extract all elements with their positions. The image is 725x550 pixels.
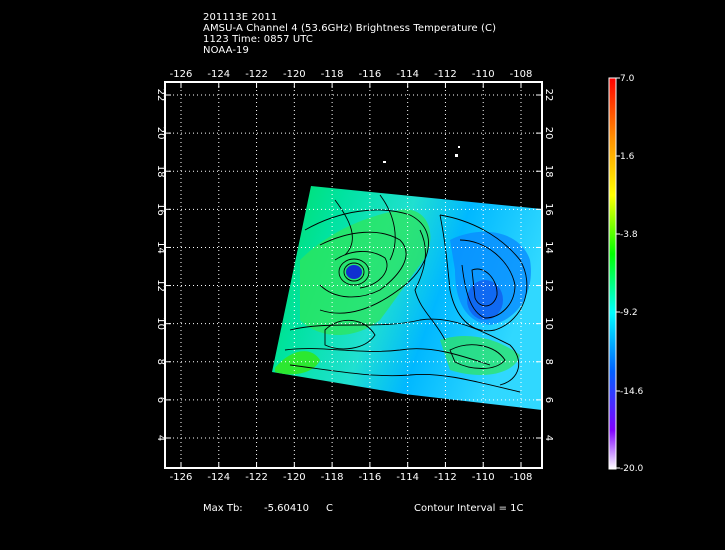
lon-tick-label-bottom: -110 — [472, 472, 495, 483]
lat-tick-label-right: 20 — [543, 127, 554, 140]
lat-tick-label-right: 8 — [543, 359, 554, 365]
island-marker — [455, 154, 458, 157]
lat-tick-label-right: 14 — [543, 241, 554, 254]
map-axes: -126 -126 -124 -124 -122 -122 -120 -120 -118 -118… — [155, 69, 554, 483]
contour-interval: Contour Interval = 1C — [414, 503, 524, 514]
lon-tick-label-bottom: -122 — [245, 472, 268, 483]
colorbar-label: 1.6 — [620, 152, 635, 162]
lon-tick-label-top: -118 — [321, 69, 344, 80]
colorbar-label: -9.2 — [620, 308, 638, 318]
lat-tick-label-left: 20 — [155, 127, 166, 140]
island-marker — [383, 161, 386, 163]
lon-tick-label-top: -124 — [207, 69, 230, 80]
colorbar-label: -3.8 — [620, 230, 638, 240]
lon-tick-label-top: -108 — [510, 69, 533, 80]
lat-tick-label-left: 18 — [155, 165, 166, 178]
lat-tick-label-left: 16 — [155, 203, 166, 216]
lat-tick-label-right: 12 — [543, 279, 554, 292]
brightness-swath — [272, 186, 542, 410]
lon-tick-label-top: -120 — [283, 69, 306, 80]
lat-tick-label-right: 22 — [543, 89, 554, 102]
lat-tick-label-right: 10 — [543, 317, 554, 330]
lat-tick-label-right: 16 — [543, 203, 554, 216]
lon-tick-label-bottom: -120 — [283, 472, 306, 483]
lon-tick-label-top: -116 — [359, 69, 382, 80]
title-satellite: NOAA-19 — [203, 45, 249, 56]
colorbar-label-max: 7.0 — [620, 74, 635, 84]
lon-tick-label-bottom: -116 — [359, 472, 382, 483]
max-tb-value: -5.60410 — [264, 503, 309, 514]
lon-tick-label-bottom: -126 — [170, 472, 193, 483]
lat-tick-label-left: 4 — [155, 435, 166, 441]
colorbar — [609, 78, 616, 469]
title-channel: AMSU-A Channel 4 (53.6GHz) Brightness Te… — [203, 23, 497, 34]
title-time: 1123 Time: 0857 UTC — [203, 34, 314, 45]
lat-lon-grid — [165, 82, 542, 468]
lon-tick-label-top: -122 — [245, 69, 268, 80]
map-frame — [164, 81, 543, 469]
lat-tick-label-left: 10 — [155, 317, 166, 330]
colorbar-frame — [608, 77, 617, 470]
max-tb-unit: C — [326, 503, 333, 514]
lat-tick-label-left: 6 — [155, 397, 166, 403]
max-tb-label: Max Tb: — [203, 503, 243, 514]
lon-tick-label-bottom: -118 — [321, 472, 344, 483]
colorbar-label: -14.6 — [620, 387, 644, 397]
title-date: 201113E 2011 — [203, 12, 278, 23]
lon-tick-label-top: -114 — [396, 69, 419, 80]
lat-tick-label-right: 18 — [543, 165, 554, 178]
lat-tick-label-left: 12 — [155, 279, 166, 292]
lat-tick-label-right: 6 — [543, 397, 554, 403]
island-marker — [458, 146, 460, 148]
lon-tick-label-top: -126 — [170, 69, 193, 80]
lon-tick-label-bottom: -112 — [434, 472, 457, 483]
colorbar-ticks — [616, 77, 620, 469]
lon-tick-label-bottom: -114 — [396, 472, 419, 483]
lon-tick-label-bottom: -124 — [207, 472, 230, 483]
lat-tick-label-left: 14 — [155, 241, 166, 254]
lon-tick-label-bottom: -108 — [510, 472, 533, 483]
lat-tick-label-right: 4 — [543, 435, 554, 441]
lat-tick-label-left: 8 — [155, 359, 166, 365]
colorbar-label-min: -20.0 — [620, 464, 644, 474]
lat-tick-label-left: 22 — [155, 89, 166, 102]
lon-tick-label-top: -110 — [472, 69, 495, 80]
lon-tick-label-top: -112 — [434, 69, 457, 80]
